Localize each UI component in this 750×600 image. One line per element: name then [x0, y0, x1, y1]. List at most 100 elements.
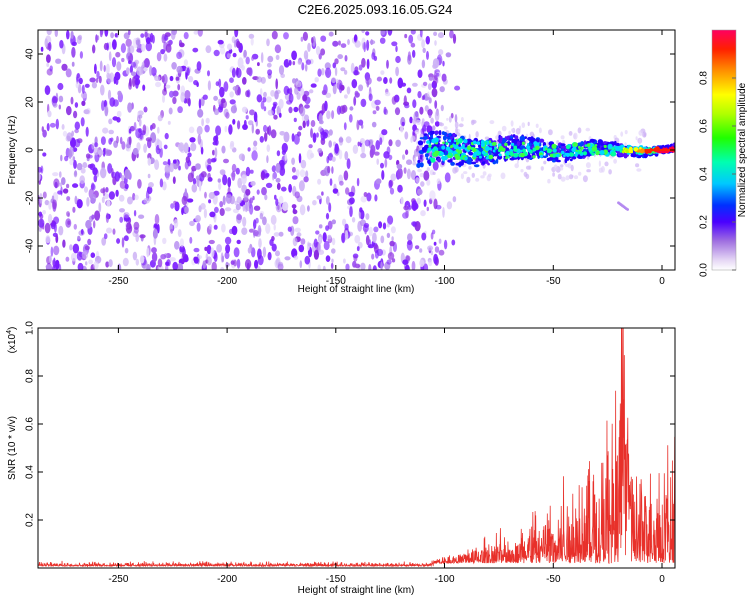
spectrogram-noise-blob	[294, 191, 300, 199]
spectrogram-band-blob	[468, 151, 474, 156]
spectrogram-noise-blob	[395, 66, 399, 77]
spectrogram-peak-blob	[435, 147, 439, 151]
spectrogram-noise-blob	[262, 96, 267, 103]
spectrogram-noise-blob	[177, 262, 184, 270]
spectrogram-noise-blob	[116, 135, 119, 144]
spectrogram-noise-blob	[80, 117, 85, 127]
spectrogram-noise-blob	[40, 46, 44, 52]
spectrogram-peak-blob	[456, 142, 459, 145]
spectrogram-noise-blob	[354, 40, 361, 48]
spectrogram-halo-blob	[570, 164, 574, 172]
spectrogram-noise-blob	[169, 257, 176, 262]
spectrogram-noise-blob	[226, 43, 233, 51]
spectrogram-noise-blob	[360, 195, 367, 203]
spectrogram-noise-blob	[58, 95, 64, 103]
spectrogram-noise-blob	[368, 264, 372, 270]
spectrogram-halo-blob	[414, 129, 420, 135]
spectrogram-noise-blob	[202, 260, 207, 269]
spectrogram-halo-blob	[468, 166, 472, 170]
spectrogram-noise-blob	[40, 165, 44, 174]
spectrogram-noise-blob	[251, 150, 258, 161]
spectrogram-noise-blob	[352, 260, 357, 268]
spectrogram-noise-blob	[165, 84, 171, 89]
spectrogram-noise-blob	[266, 126, 270, 135]
spectrogram-noise-blob	[275, 162, 281, 173]
spectrogram-noise-blob	[303, 50, 309, 60]
spectrogram-noise-blob	[433, 241, 437, 246]
spectrogram-peak-blob	[579, 148, 582, 152]
spectrogram-noise-blob	[128, 136, 132, 146]
spectrogram-peak-blob	[565, 152, 570, 157]
spectrogram-noise-blob	[320, 35, 327, 42]
spectrogram-noise-blob	[360, 98, 367, 108]
spectrogram-noise-blob	[250, 181, 256, 186]
spectrogram-noise-blob	[346, 158, 351, 170]
spectrogram-noise-blob	[177, 229, 182, 238]
x-tick-label: -200	[217, 276, 237, 287]
spectrogram-noise-blob	[353, 96, 357, 106]
spectrogram-noise-blob	[165, 174, 170, 180]
spectrogram-noise-blob	[162, 237, 167, 245]
spectrogram-noise-blob	[225, 112, 230, 119]
spectrogram-noise-blob	[323, 167, 329, 176]
spectrogram-noise-blob	[205, 45, 212, 54]
spectrogram-noise-blob	[389, 240, 395, 247]
spectrogram-noise-blob	[322, 232, 327, 243]
spectrogram-peak-blob	[514, 153, 519, 157]
spectrogram-noise-blob	[421, 59, 426, 69]
spectrogram-noise-blob	[215, 81, 220, 87]
spectrogram-noise-blob	[77, 34, 83, 41]
spectrogram-noise-blob	[217, 178, 221, 183]
spectrogram-halo-blob	[480, 175, 485, 179]
colorbar-tick-label: 0.4	[699, 167, 710, 181]
spectrogram-peak-blob	[599, 150, 605, 156]
spectrogram-noise-blob	[274, 194, 277, 200]
spectrogram-noise-blob	[388, 180, 393, 189]
spectrogram-peak-blob	[484, 145, 490, 152]
spectrogram-noise-blob	[253, 140, 258, 147]
spectrogram-noise-blob	[332, 188, 339, 194]
spectrogram-noise-blob	[112, 228, 116, 235]
spectrogram-noise-blob	[360, 262, 366, 270]
spectrogram-noise-blob	[232, 118, 236, 125]
spectrogram-noise-blob	[52, 199, 57, 210]
spectrogram-noise-blob	[230, 105, 237, 114]
spectrogram-band-blob	[495, 158, 499, 164]
spectrogram-noise-blob	[104, 148, 110, 156]
spectrogram-noise-blob	[277, 204, 280, 211]
spectrogram-peak-blob	[549, 153, 554, 158]
spectrogram-noise-blob	[155, 81, 162, 88]
spectrogram-noise-blob	[60, 154, 63, 162]
spectrogram-peak-blob	[580, 146, 584, 150]
spectrogram-noise-blob	[442, 60, 445, 67]
spectrogram-noise-blob	[368, 226, 373, 237]
spectrogram-band-blob	[539, 138, 545, 143]
spectrogram-peak-blob	[577, 145, 581, 149]
spectrogram-noise-blob	[340, 43, 347, 48]
spectrogram-noise-blob	[356, 246, 360, 252]
spectrogram-peak-blob	[445, 142, 449, 145]
spectrogram-noise-blob	[237, 177, 243, 189]
spectrogram-noise-blob	[62, 130, 68, 137]
spectrogram-noise-blob	[412, 82, 418, 87]
spectrogram-noise-blob	[233, 247, 240, 258]
spectrogram-peak-blob	[536, 142, 540, 145]
spectrogram-noise-blob	[433, 31, 438, 36]
spectrogram-peak-blob	[472, 153, 477, 158]
spectrogram-noise-blob	[298, 244, 305, 253]
spectrogram-noise-blob	[386, 59, 389, 69]
spectrogram-noise-blob	[213, 190, 220, 196]
spectrogram-noise-blob	[94, 63, 97, 74]
spectrogram-halo-blob	[439, 122, 443, 126]
spectrogram-noise-blob	[219, 201, 224, 208]
spectrogram-band-blob	[438, 130, 442, 136]
spectrogram-noise-blob	[219, 86, 225, 98]
spectrogram-noise-blob	[66, 183, 70, 189]
spectrogram-noise-blob	[42, 191, 47, 199]
spectrogram-noise-blob	[102, 147, 106, 157]
spectrogram-noise-blob	[68, 146, 74, 157]
spectrogram-noise-blob	[304, 114, 309, 122]
spectrogram-band-blob	[477, 156, 484, 161]
spectrogram-noise-blob	[141, 61, 145, 68]
spectrogram-noise-blob	[387, 252, 395, 260]
